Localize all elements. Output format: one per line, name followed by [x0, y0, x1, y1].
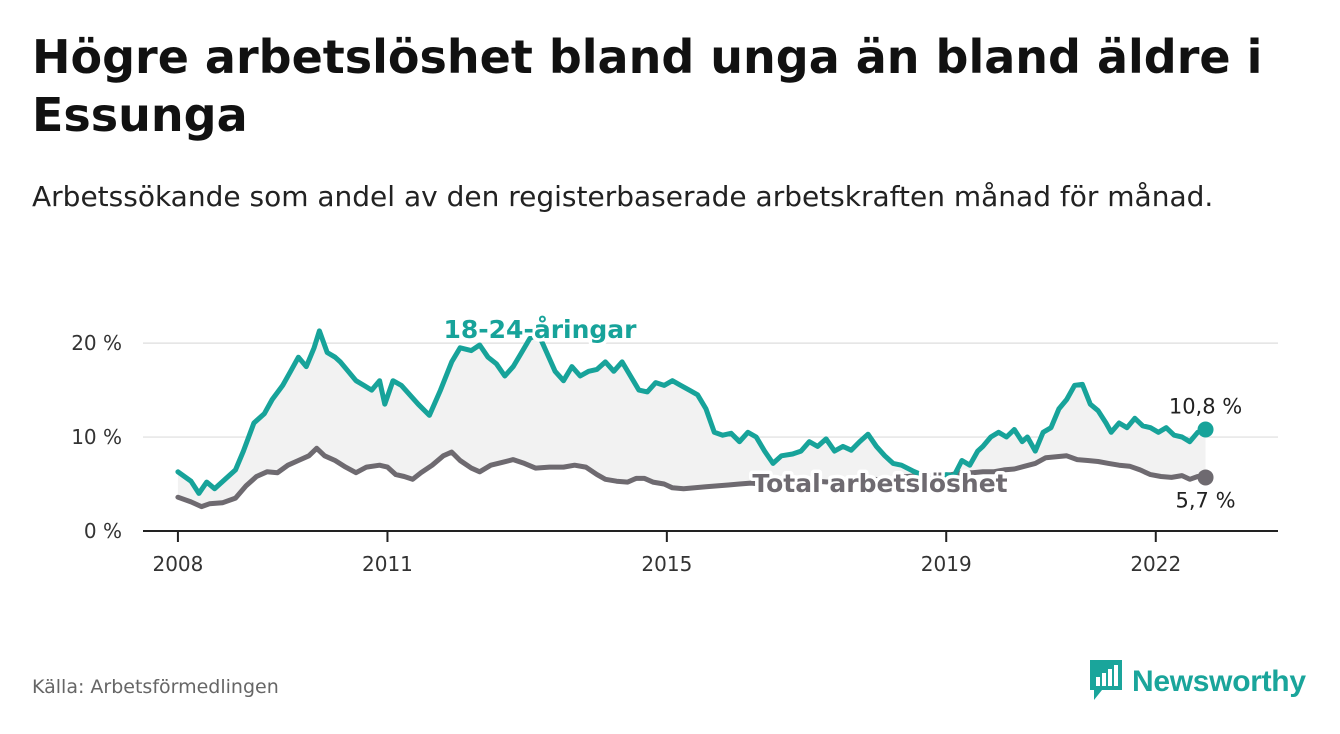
youth-end-label: 10,8 % — [1169, 395, 1242, 419]
brand-logo: Newsworthy — [1088, 660, 1306, 704]
brand-name: Newsworthy — [1132, 665, 1306, 698]
x-tick-label-1: 2011 — [362, 552, 413, 576]
total-end-label: 5,7 % — [1176, 488, 1236, 512]
x-tick-label-3: 2019 — [921, 552, 972, 576]
chart-subtitle: Arbetssökande som andel av den registerb… — [32, 180, 1214, 213]
source-credit: Källa: Arbetsförmedlingen — [32, 676, 279, 698]
youth-series-label: 18-24-åringar — [444, 315, 638, 344]
youth-end-marker — [1197, 421, 1214, 438]
x-axis-ticks — [176, 531, 1157, 542]
x-tick-label-0: 2008 — [152, 552, 203, 576]
x-tick-label-4: 2022 — [1130, 552, 1181, 576]
page-title: Högre arbetslöshet bland unga än bland ä… — [32, 30, 1263, 142]
y-axis-labels: 0 % 10 % 20 % — [71, 331, 122, 543]
total-series-label: Total arbetslöshet — [752, 469, 1007, 498]
y-tick-label-2: 20 % — [71, 331, 122, 355]
total-line — [175, 445, 1208, 510]
y-tick-label-1: 10 % — [71, 425, 122, 449]
x-tick-label-2: 2015 — [641, 552, 692, 576]
x-axis-labels: 2008 2011 2015 2019 2022 — [152, 552, 1181, 576]
youth-line — [175, 328, 1208, 496]
y-tick-label-0: 0 % — [84, 519, 122, 543]
newsworthy-logo-icon — [1088, 658, 1124, 706]
total-end-marker — [1197, 469, 1214, 486]
